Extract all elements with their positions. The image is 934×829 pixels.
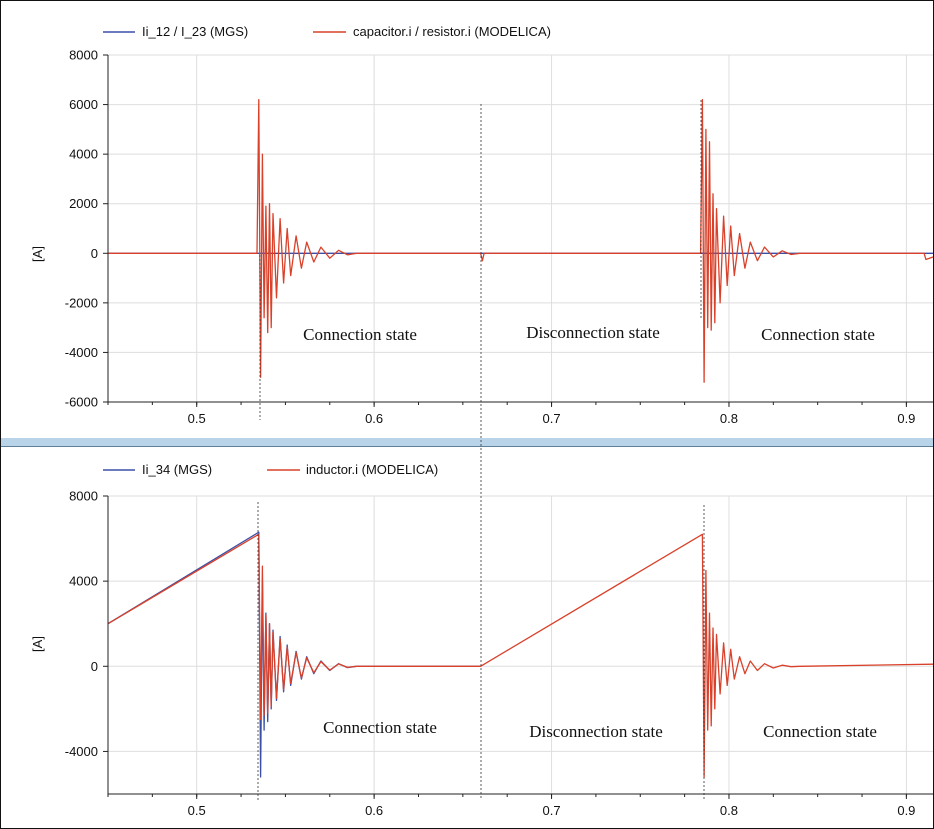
top-annotation-disconnection: Disconnection state [526, 323, 660, 342]
bottom-annotation-disconnection: Disconnection state [529, 722, 663, 741]
x-tick-label: 0.9 [897, 411, 915, 426]
y-tick-label: 0 [91, 659, 98, 674]
bottom-legend-label-modelica: inductor.i (MODELICA) [306, 462, 438, 477]
x-tick-label: 0.6 [365, 411, 383, 426]
y-tick-label: -4000 [65, 744, 98, 759]
top-chart: 0.5 0.6 0.7 0.8 0.9 8000 6000 4000 2000 0 -2000 -40… [30, 24, 934, 427]
x-tick-label: 0.9 [897, 803, 915, 818]
bottom-chart: 0.5 0.6 0.7 0.8 0.9 8000 4000 0 -4000 [A] Ii_34 … [30, 462, 934, 819]
y-tick-label: -6000 [65, 395, 98, 410]
x-tick-label: 0.8 [720, 411, 738, 426]
y-tick-label: 2000 [69, 196, 98, 211]
y-tick-label: -4000 [65, 345, 98, 360]
y-tick-label: -2000 [65, 295, 98, 310]
top-annotation-connection-2: Connection state [761, 325, 875, 344]
y-tick-label: 0 [91, 246, 98, 261]
series-line-1 [107, 533, 934, 778]
top-legend-label-modelica: capacitor.i / resistor.i (MODELICA) [353, 24, 551, 39]
x-tick-label: 0.7 [543, 803, 561, 818]
bottom-chart-axes [103, 495, 933, 799]
x-tick-label: 0.6 [365, 803, 383, 818]
y-tick-label: 8000 [69, 48, 98, 63]
pane-splitter[interactable] [1, 438, 933, 446]
top-legend-label-mgs: Ii_12 / I_23 (MGS) [142, 24, 248, 39]
top-chart-tick-labels: 0.5 0.6 0.7 0.8 0.9 8000 6000 4000 2000 0 -2000 -40… [65, 48, 916, 427]
top-chart-y-axis-label: [A] [30, 246, 45, 262]
top-annotation-connection-1: Connection state [303, 325, 417, 344]
top-chart-axes [103, 54, 933, 407]
top-chart-series [108, 98, 934, 383]
bottom-annotation-connection-1: Connection state [323, 718, 437, 737]
x-tick-label: 0.5 [188, 411, 206, 426]
y-tick-label: 6000 [69, 97, 98, 112]
x-tick-label: 0.8 [720, 803, 738, 818]
bottom-chart-y-axis-label: [A] [30, 636, 45, 652]
bottom-legend-label-mgs: Ii_34 (MGS) [142, 462, 212, 477]
x-tick-label: 0.7 [543, 411, 561, 426]
y-tick-label: 8000 [69, 489, 98, 504]
bottom-chart-series [107, 531, 934, 778]
bottom-annotation-connection-2: Connection state [763, 722, 877, 741]
bottom-chart-legend: Ii_34 (MGS) inductor.i (MODELICA) [103, 462, 438, 477]
top-chart-legend: Ii_12 / I_23 (MGS) capacitor.i / resisto… [103, 24, 551, 39]
bottom-chart-tick-labels: 0.5 0.6 0.7 0.8 0.9 8000 4000 0 -4000 [65, 489, 916, 819]
bottom-chart-grid [108, 495, 933, 794]
x-tick-label: 0.5 [188, 803, 206, 818]
series-line-1 [108, 98, 934, 383]
y-tick-label: 4000 [69, 147, 98, 162]
y-tick-label: 4000 [69, 574, 98, 589]
